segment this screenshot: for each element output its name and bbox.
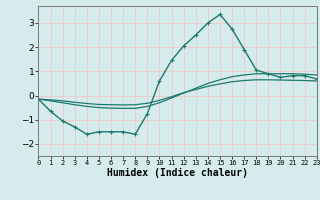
X-axis label: Humidex (Indice chaleur): Humidex (Indice chaleur) [107, 168, 248, 178]
